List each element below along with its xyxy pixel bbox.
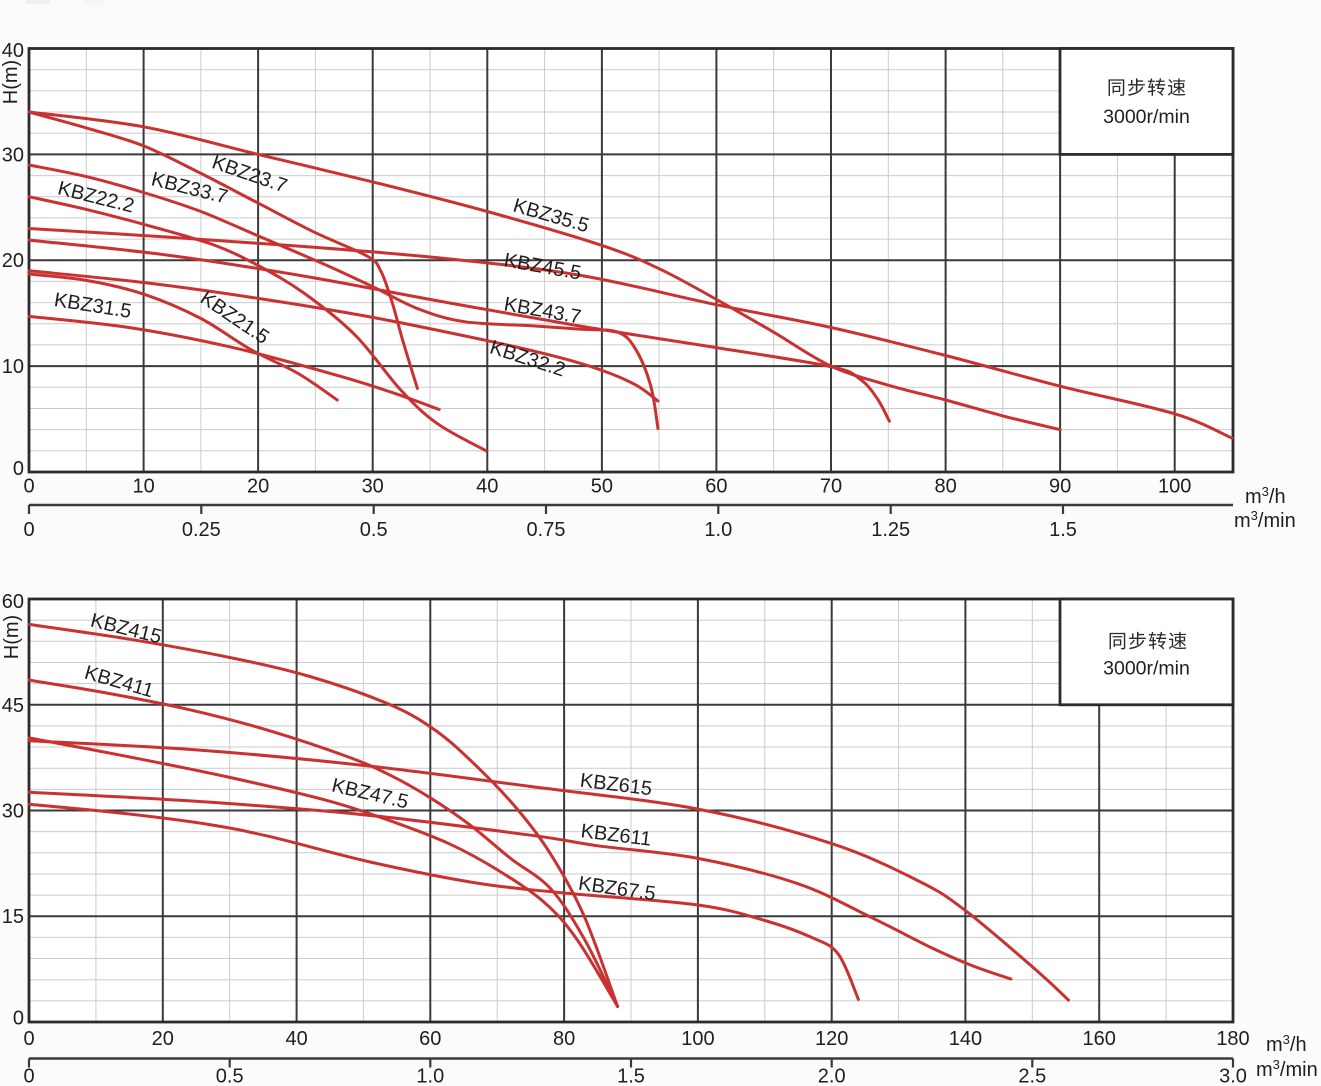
svg-text:H(m): H(m) <box>0 60 22 104</box>
svg-text:2.5: 2.5 <box>1018 1066 1046 1086</box>
svg-text:3000r/min: 3000r/min <box>1103 658 1190 680</box>
svg-text:0.5: 0.5 <box>360 519 388 541</box>
svg-text:90: 90 <box>1049 476 1071 498</box>
svg-text:1.0: 1.0 <box>704 519 732 541</box>
svg-text:80: 80 <box>553 1028 575 1050</box>
svg-text:20: 20 <box>247 476 269 498</box>
svg-text:30: 30 <box>362 476 384 498</box>
svg-text:15: 15 <box>2 906 24 928</box>
svg-text:1.5: 1.5 <box>617 1066 645 1086</box>
svg-text:1.25: 1.25 <box>871 519 910 541</box>
svg-text:0: 0 <box>23 1066 34 1086</box>
svg-text:60: 60 <box>419 1028 441 1050</box>
svg-text:0: 0 <box>13 458 24 480</box>
svg-text:20: 20 <box>2 250 24 272</box>
svg-text:3.0: 3.0 <box>1219 1066 1247 1086</box>
svg-text:1.5: 1.5 <box>1049 519 1077 541</box>
svg-text:0: 0 <box>23 1028 34 1050</box>
svg-text:m3/min: m3/min <box>1256 1057 1318 1081</box>
svg-text:60: 60 <box>2 591 24 613</box>
svg-text:30: 30 <box>2 144 24 166</box>
svg-text:60: 60 <box>705 476 727 498</box>
svg-text:0: 0 <box>23 476 34 498</box>
svg-text:160: 160 <box>1083 1028 1116 1050</box>
svg-text:2.0: 2.0 <box>818 1066 846 1086</box>
svg-text:80: 80 <box>934 476 956 498</box>
svg-text:70: 70 <box>820 476 842 498</box>
svg-text:10: 10 <box>132 476 154 498</box>
svg-text:50: 50 <box>591 476 613 498</box>
svg-text:0.5: 0.5 <box>216 1066 244 1086</box>
svg-text:45: 45 <box>2 695 24 717</box>
svg-text:40: 40 <box>2 40 24 62</box>
svg-text:0: 0 <box>13 1008 24 1030</box>
svg-text:m3/min: m3/min <box>1234 508 1296 532</box>
svg-text:0.25: 0.25 <box>182 519 221 541</box>
svg-text:40: 40 <box>285 1028 307 1050</box>
svg-text:120: 120 <box>815 1028 848 1050</box>
svg-text:H(m): H(m) <box>1 615 23 659</box>
svg-text:1.0: 1.0 <box>416 1066 444 1086</box>
svg-text:100: 100 <box>1158 476 1191 498</box>
svg-text:40: 40 <box>476 476 498 498</box>
svg-text:10: 10 <box>2 356 24 378</box>
svg-text:140: 140 <box>949 1028 982 1050</box>
svg-text:180: 180 <box>1216 1028 1249 1050</box>
svg-text:100: 100 <box>681 1028 714 1050</box>
svg-text:0: 0 <box>23 519 34 541</box>
svg-text:30: 30 <box>2 801 24 823</box>
svg-text:0.75: 0.75 <box>527 519 566 541</box>
svg-text:20: 20 <box>152 1028 174 1050</box>
svg-text:3000r/min: 3000r/min <box>1103 106 1190 128</box>
